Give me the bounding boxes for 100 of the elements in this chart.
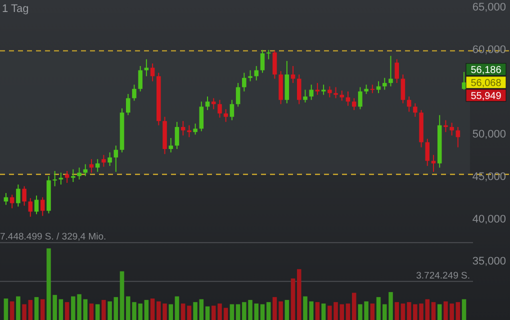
- candlestick: [230, 99, 234, 121]
- candlestick: [260, 49, 265, 74]
- candlestick: [340, 90, 344, 102]
- y-tick-label: 50,000: [472, 128, 506, 141]
- bar: [400, 304, 406, 320]
- bar: [95, 304, 100, 320]
- candlestick: [382, 77, 387, 90]
- candlestick: [89, 158, 94, 174]
- bar: [284, 300, 290, 320]
- bar: [260, 304, 265, 320]
- bar: [406, 302, 412, 320]
- bar: [370, 304, 375, 320]
- candlestick: [144, 58, 149, 77]
- y-tick-label: 45,000: [472, 170, 506, 183]
- candlestick: [334, 86, 338, 99]
- bar: [315, 302, 320, 320]
- bar: [120, 271, 124, 320]
- candlestick: [248, 70, 252, 82]
- candlestick: [254, 66, 259, 81]
- candlestick: [358, 86, 362, 110]
- candlestick: [450, 122, 454, 136]
- candlestick: [193, 123, 198, 136]
- candlestick: [211, 98, 216, 110]
- bar: [230, 304, 234, 320]
- candlestick: [242, 72, 246, 92]
- candlestick: [224, 108, 228, 122]
- bar: [150, 298, 155, 320]
- candlestick: [456, 126, 460, 148]
- bar: [174, 296, 180, 320]
- y-tick-label: 65,000: [472, 2, 506, 14]
- candlestick: [138, 66, 142, 92]
- bar: [346, 304, 350, 320]
- candlestick: [77, 167, 82, 180]
- bar: [236, 304, 240, 320]
- candlestick: [83, 164, 88, 177]
- candlestick: [296, 74, 302, 105]
- candlestick: [16, 184, 20, 208]
- bar: [144, 300, 149, 320]
- candlestick: [174, 121, 180, 150]
- candlestick: [218, 99, 222, 118]
- bar: [321, 304, 326, 320]
- candlestick: [40, 196, 45, 216]
- bar: [16, 296, 20, 320]
- bar: [114, 297, 118, 320]
- candlestick: [364, 84, 368, 94]
- bar: [462, 299, 466, 320]
- candlestick: [34, 195, 39, 215]
- candlestick: [236, 82, 240, 108]
- chart-subtitle: 1 Tag: [2, 3, 29, 15]
- candlestick: [266, 49, 271, 60]
- bar: [376, 297, 381, 320]
- bar: [40, 299, 45, 320]
- y-tick-label: 60,000: [472, 44, 506, 56]
- ref-line-label: 7.448.499 S. / 329,4 Mio.: [0, 232, 106, 243]
- candlestick: [272, 50, 277, 80]
- bar: [34, 297, 39, 320]
- bar: [22, 304, 26, 320]
- candlestick: [315, 82, 320, 96]
- candlestick: [321, 84, 326, 96]
- bar: [4, 298, 8, 320]
- bar: [352, 292, 356, 320]
- candlestick: [28, 198, 33, 218]
- bar: [266, 302, 271, 320]
- candlestick: [309, 84, 314, 100]
- candlestick: [425, 138, 430, 166]
- candlestick: [102, 154, 106, 168]
- y-tick-label: 35,000: [472, 256, 506, 268]
- candlestick: [64, 170, 70, 184]
- bar: [102, 300, 106, 320]
- candlestick: [71, 168, 76, 183]
- bar: [205, 306, 210, 320]
- candlestick: [150, 62, 155, 82]
- candlestick: [388, 55, 393, 87]
- candlestick: [199, 101, 204, 132]
- text: 55,949: [470, 90, 502, 102]
- bar: [437, 304, 442, 320]
- candlestick: [52, 170, 57, 187]
- candlestick: [205, 96, 210, 111]
- bar: [89, 304, 94, 320]
- candlestick: [400, 74, 406, 104]
- bar: [64, 302, 70, 320]
- candlestick: [114, 145, 118, 172]
- y-tick-label: 40,000: [472, 213, 506, 226]
- bar: [28, 300, 33, 320]
- candlestick: [431, 154, 436, 172]
- bar: [431, 302, 436, 320]
- candlestick: [22, 186, 26, 206]
- bar: [10, 301, 14, 320]
- ref-line-label: 3.724.249 S.: [416, 270, 470, 282]
- candlestick: [444, 120, 448, 133]
- candlestick: [4, 192, 8, 206]
- candlestick: [132, 84, 136, 102]
- candlestick: [406, 96, 412, 112]
- candlestick: [187, 124, 192, 138]
- bar: [199, 299, 204, 320]
- bar: [108, 301, 112, 320]
- bar: [296, 269, 302, 320]
- candlestick: [168, 137, 174, 153]
- candlestick: [108, 152, 112, 166]
- text: 56,186: [470, 64, 502, 76]
